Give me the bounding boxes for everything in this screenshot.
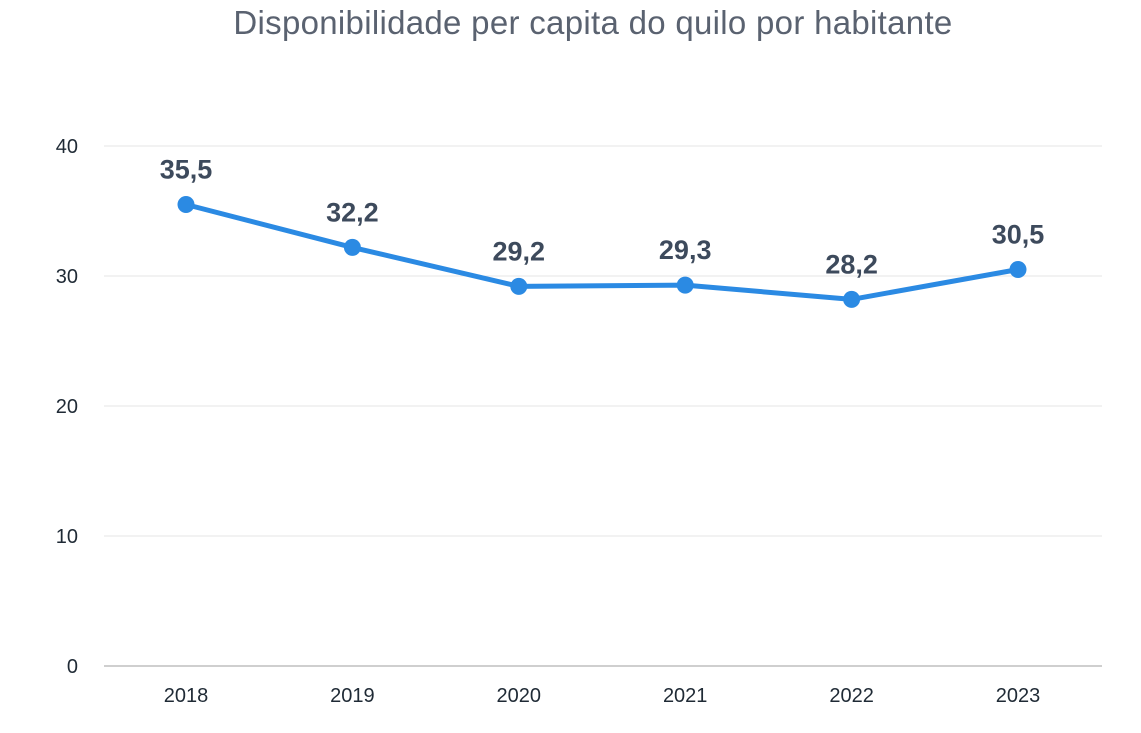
data-point: [1009, 261, 1027, 278]
data-label: 32,2: [326, 197, 379, 227]
series-line-group: [183, 202, 1021, 302]
data-label: 35,5: [160, 155, 213, 185]
chart-title: Disponibilidade per capita do quilo por …: [233, 4, 953, 41]
x-tick-label: 2023: [996, 685, 1041, 707]
x-tick-label: 2022: [829, 685, 874, 707]
series-line: [183, 202, 1021, 302]
gridlines: [104, 145, 1102, 667]
data-point: [510, 277, 528, 295]
x-tick-label: 2018: [164, 685, 209, 707]
x-axis-ticks: 2018 2019 2020 2021 2022 2023: [164, 685, 1041, 707]
data-label: 29,2: [493, 236, 546, 266]
x-tick-label: 2019: [330, 685, 375, 707]
data-label: 30,5: [992, 220, 1045, 250]
data-label: 28,2: [825, 249, 878, 279]
y-tick-label: 20: [56, 396, 78, 418]
data-label: 29,3: [659, 235, 712, 265]
y-tick-label: 0: [67, 656, 78, 678]
x-tick-label: 2021: [663, 685, 708, 707]
data-labels: 35,5 32,2 29,2 29,3 28,2 30,5: [160, 155, 1045, 280]
data-point: [676, 276, 694, 294]
data-point: [343, 238, 361, 256]
data-points: [177, 196, 1027, 308]
y-tick-label: 30: [56, 266, 78, 288]
y-tick-label: 40: [56, 136, 78, 158]
y-axis-ticks: 0 10 20 30 40: [56, 136, 78, 678]
data-point: [177, 196, 195, 213]
data-point: [843, 290, 861, 308]
x-tick-label: 2020: [497, 685, 542, 707]
y-tick-label: 10: [56, 526, 78, 548]
